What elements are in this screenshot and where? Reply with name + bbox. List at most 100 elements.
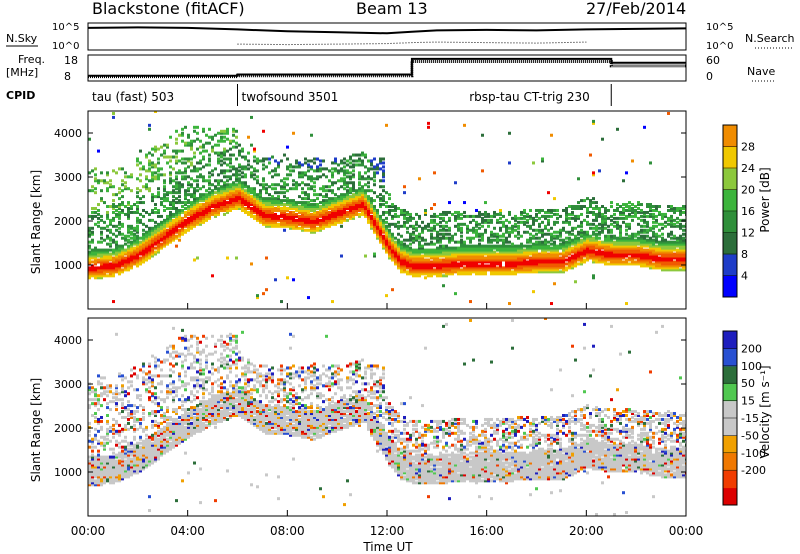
heatmap-cell — [334, 210, 337, 214]
heatmap-cell — [550, 270, 553, 274]
heatmap-cell — [322, 189, 325, 193]
heatmap-cell — [91, 445, 94, 449]
heatmap-cell — [322, 159, 325, 163]
heatmap-cell — [553, 230, 556, 234]
heatmap-cell — [271, 218, 274, 222]
heatmap-cell — [340, 159, 343, 163]
heatmap-cell — [100, 189, 103, 193]
heatmap-cell — [445, 228, 448, 232]
heatmap-cell — [616, 252, 619, 256]
heatmap-cell — [103, 266, 106, 270]
heatmap-cell — [382, 173, 385, 177]
heatmap-cell — [523, 216, 526, 220]
heatmap-cell — [553, 256, 556, 260]
heatmap-cell — [313, 224, 316, 228]
heatmap-cell — [319, 175, 322, 179]
heatmap-cell — [262, 197, 265, 201]
heatmap-cell — [655, 256, 658, 260]
heatmap-cell — [373, 205, 376, 209]
heatmap-cell — [439, 250, 442, 254]
heatmap-cell — [115, 214, 118, 218]
heatmap-cell — [247, 151, 250, 155]
heatmap-cell — [526, 248, 529, 252]
heatmap-cell — [148, 238, 151, 242]
heatmap-cell — [670, 236, 673, 240]
heatmap-cell — [175, 185, 178, 189]
heatmap-cell — [169, 181, 172, 185]
heatmap-cell — [205, 208, 208, 212]
heatmap-cell — [430, 266, 433, 270]
heatmap-cell — [328, 222, 331, 226]
heatmap-cell — [436, 230, 439, 234]
heatmap-cell — [142, 246, 145, 250]
heatmap-cell — [568, 220, 571, 224]
heatmap-cell — [640, 236, 643, 240]
heatmap-cell — [436, 214, 439, 218]
heatmap-cell — [304, 191, 307, 195]
heatmap-cell — [124, 262, 127, 266]
heatmap-cell — [226, 187, 229, 191]
heatmap-cell — [445, 268, 448, 272]
heatmap-cell — [106, 455, 109, 459]
heatmap-cell — [235, 193, 238, 197]
heatmap-cell — [301, 175, 304, 179]
heatmap-cell — [526, 250, 529, 254]
heatmap-cell — [382, 169, 385, 173]
heatmap-cell — [238, 199, 241, 203]
heatmap-cell — [610, 248, 613, 252]
heatmap-cell — [352, 207, 355, 210]
heatmap-cell — [562, 240, 565, 244]
heatmap-cell — [643, 214, 646, 218]
heatmap-cell — [115, 258, 118, 262]
heatmap-cell — [388, 250, 391, 254]
heatmap-cell — [496, 258, 499, 262]
heatmap-cell — [445, 252, 448, 256]
heatmap-cell — [166, 145, 169, 149]
heatmap-cell — [505, 254, 508, 258]
heatmap-cell — [646, 262, 649, 266]
heatmap-cell — [607, 228, 610, 232]
heatmap-cell — [544, 256, 547, 260]
heatmap-cell — [478, 268, 481, 272]
heatmap-cell — [535, 248, 538, 252]
heatmap-cell — [88, 465, 91, 469]
heatmap-cell — [412, 264, 415, 268]
heatmap-cell — [388, 252, 391, 256]
heatmap-cell — [298, 210, 301, 214]
heatmap-cell — [673, 210, 676, 214]
heatmap-cell — [547, 258, 550, 262]
heatmap-cell — [592, 274, 595, 278]
heatmap-cell — [121, 258, 124, 262]
heatmap-cell — [241, 175, 244, 179]
heatmap-cell — [490, 230, 493, 234]
heatmap-cell — [370, 197, 373, 201]
heatmap-cell — [118, 258, 121, 262]
heatmap-cell — [433, 270, 436, 274]
heatmap-cell — [235, 189, 238, 193]
heatmap-cell — [205, 212, 208, 216]
heatmap-cell — [400, 268, 403, 272]
heatmap-cell — [475, 244, 478, 248]
heatmap-cell — [211, 203, 214, 207]
heatmap-cell — [601, 250, 604, 254]
heatmap-cell — [325, 212, 328, 216]
heatmap-cell — [529, 224, 532, 228]
heatmap-cell — [562, 256, 565, 260]
heatmap-cell — [673, 240, 676, 244]
heatmap-cell — [409, 224, 412, 228]
heatmap-cell — [130, 248, 133, 252]
heatmap-cell — [670, 246, 673, 250]
heatmap-cell — [673, 252, 676, 256]
heatmap-cell — [547, 218, 550, 222]
heatmap-cell — [97, 224, 100, 228]
heatmap-cell — [118, 222, 121, 226]
heatmap-cell — [247, 167, 250, 171]
heatmap-cell — [682, 236, 685, 240]
heatmap-cell — [592, 254, 595, 258]
heatmap-cell — [94, 394, 97, 398]
heatmap-cell — [679, 240, 682, 244]
heatmap-cell — [649, 238, 652, 242]
heatmap-cell — [460, 268, 463, 272]
heatmap-cell — [241, 165, 244, 169]
heatmap-cell — [247, 212, 250, 216]
